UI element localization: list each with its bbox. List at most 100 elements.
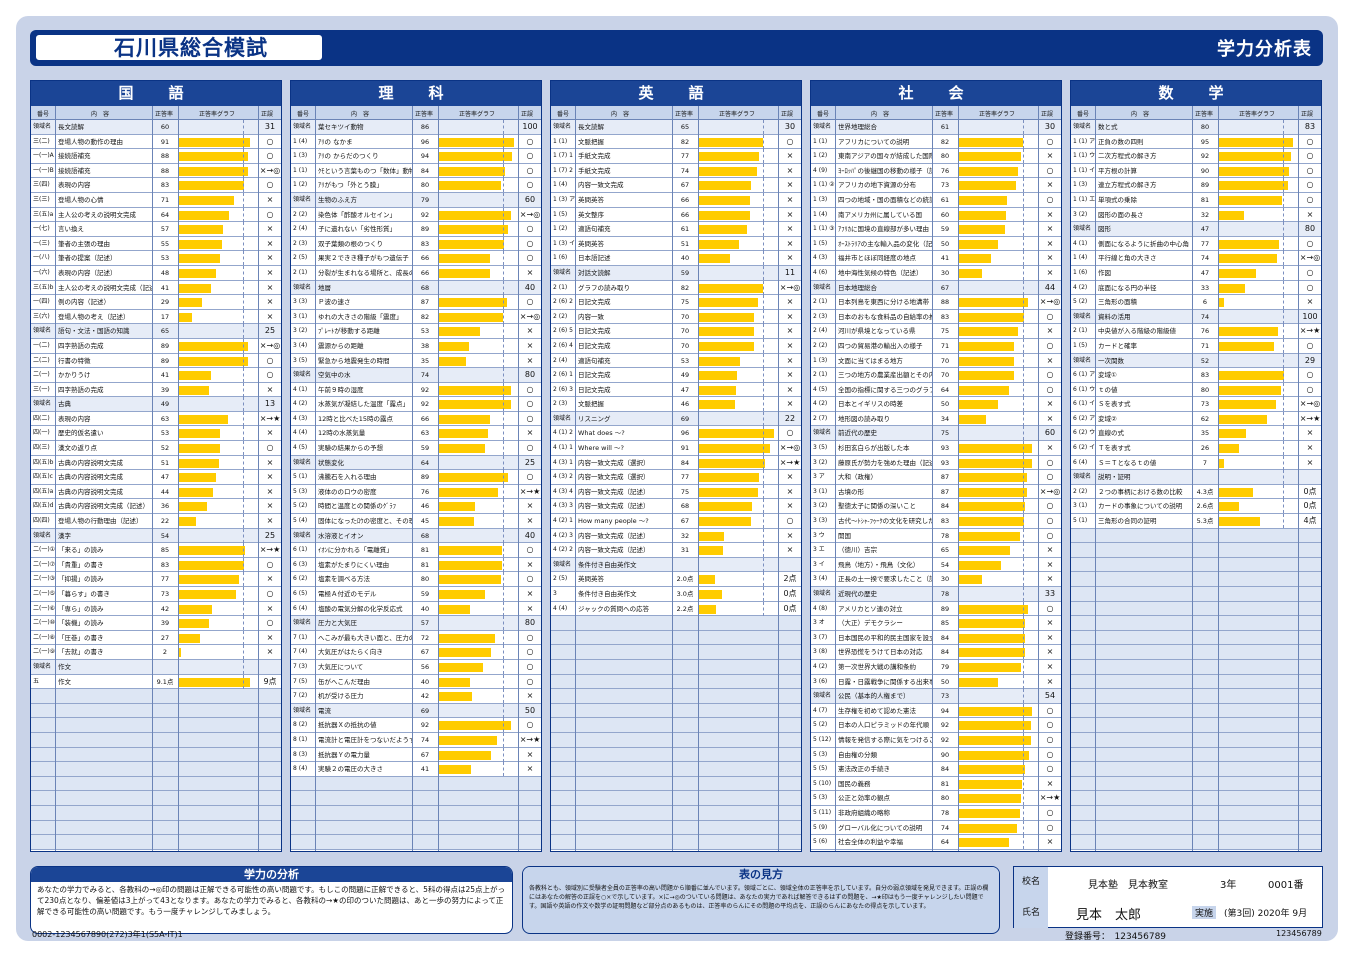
- rate-bar: [959, 356, 1014, 366]
- rate-graph: [439, 207, 517, 222]
- question-number: 領域名: [293, 371, 312, 379]
- empty-row: [31, 820, 281, 836]
- rate-graph: [699, 149, 777, 164]
- rate-bar: [179, 560, 244, 570]
- question-row: 1 (4) ｱﾘの なかま 96 ○: [291, 134, 541, 150]
- question-content: 長文読解: [578, 123, 604, 131]
- rate-bar: [959, 604, 1029, 614]
- question-number: 3 (2): [813, 502, 828, 510]
- question-content: 内容一致: [578, 312, 604, 321]
- correct-rate: 50: [940, 677, 950, 686]
- question-row: 5 (2) 三角形の面積 6 ×: [1071, 295, 1321, 310]
- question-number: 領域名: [1073, 356, 1092, 364]
- rate-bar: [959, 312, 1024, 322]
- rate-bar: [959, 137, 1023, 147]
- correct-rate: 76: [940, 166, 950, 175]
- rate-graph: [439, 324, 517, 339]
- question-content: 水溶液とイオン: [318, 531, 364, 540]
- rate-graph: [1219, 411, 1297, 426]
- rate-bar: [959, 458, 1032, 468]
- question-row: 4 (1) 午前９時の湿度 92 ○: [291, 382, 541, 398]
- rate-bar: [179, 195, 235, 205]
- rate-bar: [699, 181, 752, 191]
- rate-graph: [699, 178, 777, 193]
- answer-mark: ×: [786, 180, 794, 190]
- question-content: Ｓ＝Ｔとなるｔの値: [1098, 458, 1157, 467]
- question-row: 四(三) 漢文の返り点 52 ○: [31, 441, 281, 456]
- rate-graph: [439, 251, 517, 266]
- question-row: 二(二) 行書の特徴 89 ○: [31, 353, 281, 369]
- question-content: 条件付き自由英作文: [578, 560, 637, 569]
- guide-line: [243, 295, 244, 310]
- guide-line: [243, 207, 244, 222]
- question-content: 状態変化: [318, 458, 344, 467]
- guide-line: [763, 484, 764, 499]
- rate-bar: [699, 487, 758, 497]
- question-number: 1 (3) ア: [553, 195, 575, 203]
- guide-line: [763, 309, 764, 324]
- question-number: 6 (5): [293, 590, 308, 597]
- correct-rate: 75: [680, 487, 690, 496]
- guide-line: [1023, 820, 1024, 835]
- legend-title: 表の見方: [523, 867, 999, 882]
- question-content: へこみが最も大きい面と、圧力の比較: [318, 633, 412, 642]
- empty-row: [31, 805, 281, 821]
- answer-mark: ×: [1046, 326, 1054, 336]
- question-row: 7 (3) 大気圧について 56 ○: [291, 659, 541, 675]
- question-number: 3 (2): [1073, 210, 1088, 218]
- domain-row: 領域名 空気中の水 74 80: [291, 368, 541, 383]
- rate-graph: [439, 309, 517, 324]
- question-number: 3 (2): [293, 327, 308, 335]
- rate-graph: [699, 543, 777, 558]
- rate-graph: [1219, 222, 1297, 237]
- empty-row: [31, 762, 281, 777]
- question-content: 四字熟語の完成: [58, 385, 104, 394]
- column-num: 番号: [1077, 111, 1090, 118]
- question-number: 4 (5): [813, 385, 828, 393]
- answer-mark: ○: [1046, 705, 1054, 715]
- column-num: 番号: [37, 111, 50, 118]
- question-content: 固体になったﾛｳの密度と、その理由: [318, 517, 412, 526]
- question-content: 変域②: [1098, 414, 1117, 423]
- question-content: Where will ～?: [578, 444, 624, 453]
- guide-line: [503, 557, 504, 572]
- rate-graph: [439, 630, 517, 645]
- question-number: 3 ウ: [813, 531, 825, 539]
- empty-row: [1071, 601, 1321, 617]
- question-number: 7 (4): [293, 648, 308, 656]
- grade: 3年: [1220, 880, 1237, 891]
- column-graph: 正答率グラフ: [459, 111, 496, 118]
- question-row: 1 (1) アフリカについての説明 82 ○: [811, 134, 1061, 150]
- question-row: 5 (2) 日本の人口ピラミッドの年代順 92 ○: [811, 718, 1061, 733]
- question-number: 3 (8): [813, 648, 828, 656]
- rate-graph: [439, 120, 517, 134]
- question-content: 飛鳥（地方）・飛鳥（文化）: [838, 560, 920, 569]
- correct-rate: 82: [420, 312, 430, 321]
- question-content: 福井市とほぼ同経度の地点: [838, 254, 916, 263]
- question-content: 圧力と大気圧: [318, 619, 357, 628]
- question-content: ｱﾌﾘｶに国境の直線部が多い理由（記述）: [838, 225, 932, 234]
- column-name: 内 容: [611, 111, 630, 118]
- domain-row: 領域名 作文: [31, 659, 281, 675]
- question-row: 一(四) 例の内容（記述） 29 ×: [31, 295, 281, 310]
- rate-graph: [439, 178, 517, 193]
- rate-graph: [959, 309, 1037, 324]
- correct-rate: 2: [162, 648, 168, 657]
- empty-row: [1071, 587, 1321, 602]
- question-row: 3 (1) カードの事象についての説明 2.6点 0点: [1071, 499, 1321, 515]
- correct-rate: 26: [1200, 444, 1210, 453]
- rate-graph: [699, 426, 777, 441]
- question-row: 6 (2) ア変域② 62 ×→★: [1071, 411, 1321, 427]
- question-content: 全国の指標に関する三つのグラフの読み取り: [838, 385, 932, 394]
- correct-rate: 81: [940, 779, 950, 788]
- question-row: 8 (4) 実験２の電圧の大きさ 41 ×: [291, 762, 541, 777]
- domain-row: 領域名 葉セキツイ動物 86 100: [291, 120, 541, 135]
- question-content: 「専ら」の読み: [58, 604, 104, 613]
- question-row: 2 (6) 1 日記文完成 49 ×: [551, 368, 801, 383]
- rate-bar: [439, 356, 467, 366]
- question-row: 1 (3) 文面に当てはまる地方 70 ×: [811, 353, 1061, 369]
- question-number: 5 (12): [813, 735, 832, 743]
- question-content: 公民（基本的人権まで）: [838, 692, 910, 701]
- question-content: 実験の結果からの予想: [318, 444, 383, 453]
- empty-row: [1071, 776, 1321, 792]
